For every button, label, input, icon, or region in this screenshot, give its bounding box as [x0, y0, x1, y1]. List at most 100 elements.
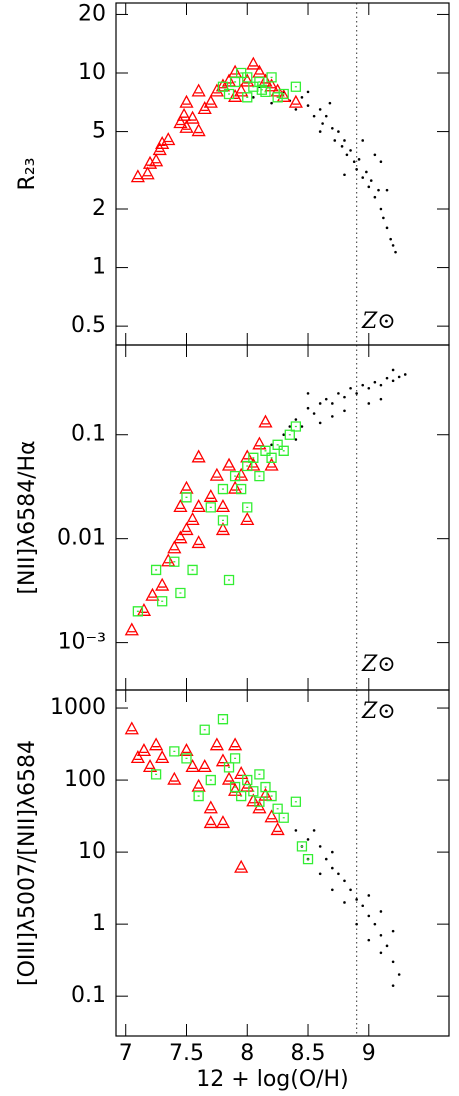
point — [236, 67, 247, 79]
point — [377, 188, 380, 192]
point — [270, 443, 273, 447]
point — [221, 73, 237, 87]
point — [369, 179, 373, 182]
point — [155, 577, 170, 591]
point — [217, 515, 229, 526]
y-tick-label: 2 — [92, 196, 106, 221]
point — [379, 383, 383, 387]
point — [266, 452, 277, 463]
point — [318, 421, 322, 425]
point — [379, 160, 383, 164]
point — [343, 395, 346, 399]
point — [240, 73, 255, 87]
point — [236, 790, 247, 802]
point — [345, 153, 349, 157]
point — [136, 602, 152, 616]
point — [361, 139, 365, 142]
point — [217, 714, 229, 725]
point — [278, 88, 289, 100]
y-tick-label: 0.1 — [71, 983, 106, 1008]
point — [130, 169, 145, 183]
point — [256, 84, 267, 95]
point — [324, 397, 328, 401]
point — [169, 556, 180, 567]
point — [223, 88, 235, 100]
point — [229, 753, 241, 764]
point — [242, 502, 253, 513]
point — [191, 778, 206, 792]
point — [367, 914, 371, 918]
point — [240, 449, 255, 463]
point — [331, 402, 334, 405]
point — [333, 139, 337, 142]
point — [355, 898, 358, 901]
point — [343, 409, 346, 413]
point — [270, 822, 285, 836]
point — [266, 790, 277, 802]
point — [294, 438, 298, 441]
y-tick-label: 10 — [78, 60, 106, 85]
point — [306, 838, 310, 841]
point — [191, 449, 206, 463]
point — [187, 564, 198, 576]
point — [391, 379, 395, 383]
point — [215, 522, 231, 536]
point — [343, 173, 346, 177]
point — [343, 879, 346, 883]
point — [270, 101, 273, 105]
y-axis-label: R₂₃ — [15, 158, 40, 191]
point — [331, 866, 334, 870]
point — [185, 110, 200, 124]
point — [229, 470, 241, 482]
point — [318, 845, 322, 848]
y-tick-label: 0.1 — [71, 422, 106, 447]
point — [264, 809, 279, 823]
point — [382, 216, 385, 220]
point — [155, 750, 170, 764]
point — [324, 857, 328, 861]
point — [282, 433, 286, 437]
point — [312, 829, 316, 832]
point — [223, 574, 235, 586]
point — [340, 145, 344, 148]
point — [321, 122, 324, 125]
point — [252, 800, 267, 814]
point — [306, 90, 310, 94]
point — [161, 553, 176, 567]
point — [217, 483, 229, 495]
point — [252, 436, 267, 450]
point — [367, 402, 371, 405]
point — [379, 207, 383, 211]
y-tick-label: 0.5 — [71, 313, 106, 338]
point — [234, 766, 249, 780]
point — [252, 96, 255, 99]
point — [167, 540, 182, 554]
point — [260, 445, 271, 456]
point — [337, 872, 340, 876]
point — [272, 439, 283, 450]
x-tick-label: 7.5 — [169, 1041, 204, 1066]
point — [331, 126, 334, 130]
point — [367, 185, 371, 189]
point — [397, 375, 401, 379]
point — [175, 587, 186, 599]
point — [272, 803, 283, 814]
point — [379, 934, 383, 937]
point — [258, 414, 273, 428]
plot-frame — [115, 689, 450, 1037]
x-axis-label: 12 + log(O/H) — [196, 1067, 348, 1092]
point — [266, 72, 277, 83]
point — [373, 153, 377, 157]
point — [240, 512, 255, 526]
point — [228, 737, 243, 751]
point — [246, 56, 261, 70]
point — [290, 796, 302, 807]
point — [318, 402, 322, 405]
point — [379, 910, 383, 913]
point — [397, 973, 401, 976]
point — [306, 392, 310, 395]
point — [312, 412, 316, 415]
point — [132, 606, 144, 617]
point — [254, 470, 265, 482]
point — [157, 596, 168, 607]
